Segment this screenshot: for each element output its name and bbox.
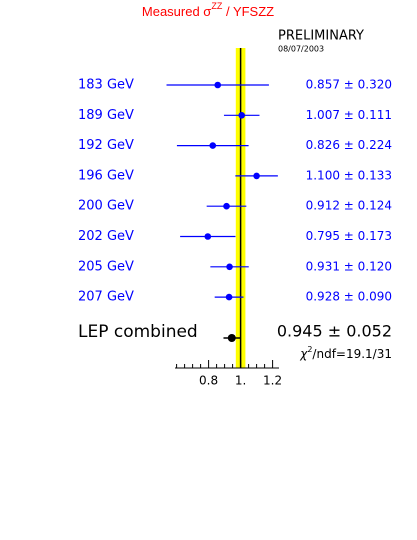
chi2-label: χ2/ndf=19.1/31 [299,345,392,361]
category-label: 207 GeV [78,290,134,305]
value-label: 0.912 ± 0.124 [306,199,392,213]
category-label: 200 GeV [78,199,134,214]
title-sup: ZZ [211,1,222,11]
chi2-text: /ndf=19.1/31 [312,347,392,361]
category-label: 202 GeV [78,229,134,244]
value-label: 0.826 ± 0.224 [306,138,392,152]
category-label: 196 GeV [78,168,134,183]
value-label: 0.928 ± 0.090 [306,290,392,304]
value-label: 0.931 ± 0.120 [306,259,392,273]
point [226,263,233,271]
preliminary: PRELIMINARY [278,29,364,44]
title-text: / YFSZZ [222,4,274,19]
point [209,142,217,149]
title-text: Measured σ [142,4,211,19]
category-label: 205 GeV [78,259,134,274]
point [253,172,260,180]
chart-title: Measured σZZ / YFSZZ [142,1,274,19]
x-tick-label: 1. [235,374,246,388]
point [204,233,212,240]
point [227,334,236,342]
point [223,202,230,210]
x-tick-label: 0.8 [199,374,218,388]
value-label: 0.795 ± 0.173 [306,229,392,243]
chi2-sup: 2 [307,345,312,354]
date: 08/07/2003 [278,45,324,54]
chi2-text: χ [299,347,308,361]
value-label: 1.007 ± 0.111 [306,108,392,122]
combined-label: LEP combined [78,322,198,342]
point [238,112,246,119]
category-label: 183 GeV [78,78,134,93]
category-label: 189 GeV [78,108,134,123]
x-tick-label: 1.2 [263,374,282,388]
combined-value-label: 0.945 ± 0.052 [277,322,392,341]
point [214,81,222,89]
value-label: 1.100 ± 0.133 [306,168,392,182]
point [225,293,233,301]
category-label: 192 GeV [78,138,134,153]
value-label: 0.857 ± 0.320 [306,78,392,92]
